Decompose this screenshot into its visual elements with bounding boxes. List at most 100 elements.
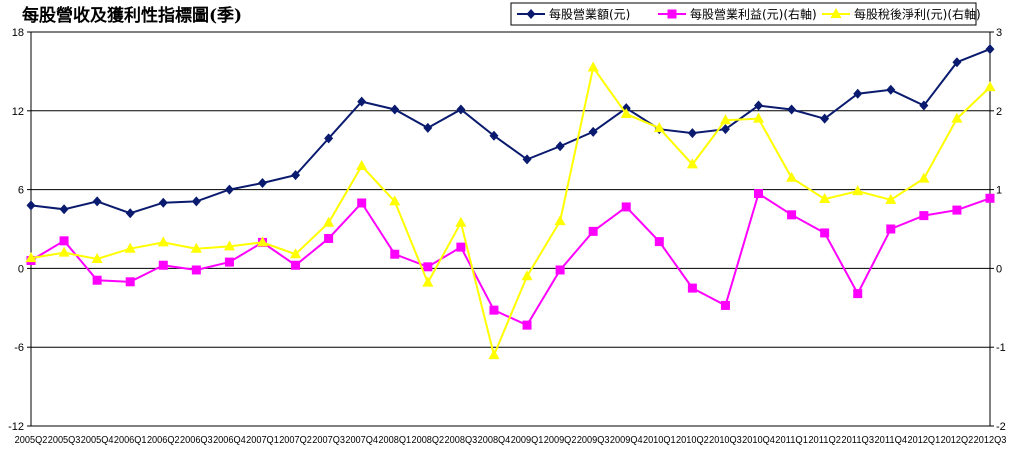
point-triangle: [521, 270, 533, 281]
point-square: [324, 233, 334, 243]
y-right-tick-label: -2: [996, 421, 1006, 433]
point-diamond: [456, 104, 466, 115]
x-tick-label: 2012Q1: [908, 435, 941, 446]
x-tick-label: 2008Q2: [411, 435, 444, 446]
point-diamond: [224, 184, 234, 195]
chart-title: 每股營收及獲利性指標圖(季): [22, 5, 242, 26]
series-line: [30, 65, 991, 359]
x-tick-label: 2006Q1: [114, 435, 147, 446]
point-square: [667, 9, 677, 19]
x-tick-label: 2012Q2: [941, 435, 974, 446]
point-triangle: [587, 61, 599, 72]
x-tick-label: 2005Q2: [15, 435, 48, 446]
x-tick-label: 2010Q3: [709, 435, 742, 446]
x-tick-label: 2006Q3: [180, 435, 213, 446]
y-left-tick-label: 0: [18, 263, 24, 275]
point-square: [919, 211, 929, 221]
point-triangle: [488, 349, 500, 360]
y-right-tick-label: -1: [996, 342, 1006, 354]
point-diamond: [390, 104, 400, 115]
x-axis: 2005Q2 2005Q3 2005Q4 2006Q1 2006Q2 2006Q3 2006…: [15, 435, 1007, 446]
x-tick-label: 2011Q2: [808, 435, 841, 446]
point-diamond: [820, 113, 830, 124]
y-left-tick-label: 18: [12, 27, 24, 39]
x-tick-label: 2009Q2: [544, 435, 577, 446]
point-diamond: [92, 196, 102, 207]
point-diamond: [526, 9, 536, 19]
y-right-tick-label: 0: [996, 263, 1002, 275]
point-triangle: [290, 248, 302, 259]
x-tick-label: 2011Q4: [874, 435, 907, 446]
point-square: [720, 300, 730, 310]
point-square: [522, 320, 532, 330]
x-tick-label: 2011Q1: [775, 435, 808, 446]
legend-box: [510, 2, 977, 26]
x-tick-label: 2008Q4: [478, 435, 511, 446]
y-left-tick-label: 6: [18, 185, 24, 197]
point-square: [754, 189, 764, 199]
legend-label: 每股營業額(元): [549, 7, 630, 22]
point-square: [423, 262, 433, 272]
point-triangle: [58, 246, 70, 257]
point-diamond: [522, 154, 532, 165]
x-tick-label: 2012Q3: [974, 435, 1007, 446]
x-tick-label: 2008Q3: [445, 435, 478, 446]
point-triangle: [984, 81, 996, 92]
point-triangle: [256, 236, 268, 247]
x-tick-label: 2009Q3: [577, 435, 610, 446]
point-square: [985, 193, 995, 203]
point-triangle: [620, 107, 632, 118]
point-diamond: [985, 44, 995, 55]
point-diamond: [687, 128, 697, 139]
series-line: [30, 48, 991, 215]
series-3: [25, 61, 996, 360]
point-triangle: [786, 171, 798, 182]
point-triangle: [653, 122, 665, 133]
x-tick-label: 2007Q4: [345, 435, 378, 446]
point-square: [59, 236, 69, 246]
y-axis-right: 3 2 1 0 -1 -2: [990, 27, 1006, 433]
point-square: [158, 260, 168, 270]
point-square: [555, 265, 565, 275]
point-diamond: [919, 100, 929, 111]
y-left-tick-label: -6: [14, 342, 24, 354]
x-tick-label: 2010Q4: [742, 435, 775, 446]
y-axis-left: 18 12 6 0 -6 -12: [8, 27, 31, 433]
point-square: [588, 226, 598, 236]
point-triangle: [455, 216, 467, 227]
point-triangle: [554, 215, 566, 226]
point-square: [787, 210, 797, 220]
legend-label: 每股稅後淨利(元)(右軸): [854, 7, 981, 22]
point-diamond: [754, 100, 764, 111]
x-tick-label: 2009Q1: [511, 435, 544, 446]
point-diamond: [952, 57, 962, 68]
point-triangle: [686, 158, 698, 169]
x-tick-label: 2005Q4: [81, 435, 114, 446]
point-triangle: [356, 159, 368, 170]
point-diamond: [26, 200, 36, 211]
point-diamond: [59, 204, 69, 215]
x-tick-label: 2007Q2: [279, 435, 312, 446]
point-square: [621, 202, 631, 212]
point-square: [886, 224, 896, 234]
x-tick-label: 2011Q3: [841, 435, 874, 446]
point-triangle: [389, 195, 401, 206]
point-square: [456, 242, 466, 252]
point-diamond: [588, 126, 598, 137]
point-triangle: [190, 242, 202, 253]
point-square: [291, 260, 301, 270]
x-tick-label: 2007Q1: [246, 435, 279, 446]
point-triangle: [918, 172, 930, 183]
point-square: [92, 275, 102, 285]
point-triangle: [830, 8, 842, 18]
point-diamond: [886, 84, 896, 95]
point-triangle: [719, 114, 731, 125]
point-square: [489, 305, 499, 315]
point-triangle: [91, 252, 103, 263]
x-tick-label: 2009Q4: [610, 435, 643, 446]
point-diamond: [853, 88, 863, 99]
point-triangle: [124, 242, 136, 253]
point-square: [820, 228, 830, 238]
